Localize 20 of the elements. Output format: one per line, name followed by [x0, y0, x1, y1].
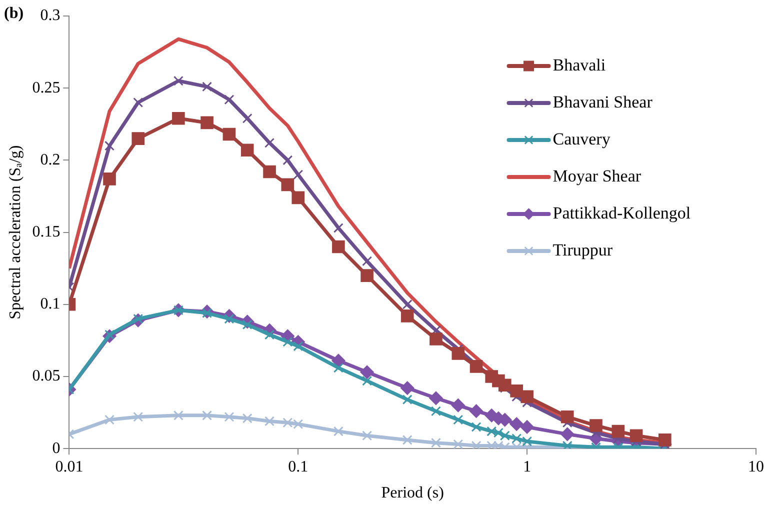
legend-label: Pattikkad-Kollengol: [552, 203, 691, 222]
x-tick-label: 0.1: [288, 458, 308, 476]
legend-label: Bhavali: [552, 55, 606, 74]
legend-label: Cauvery: [552, 129, 611, 148]
x-axis-title: Period (s): [381, 484, 444, 502]
x-tick-label: 0.01: [55, 458, 84, 476]
y-tick-label: 0.2: [40, 151, 60, 168]
y-tick-label: 0.15: [32, 224, 60, 241]
y-tick-label: 0: [52, 440, 60, 457]
y-tick-label: 0.05: [32, 368, 60, 385]
legend-label: Tiruppur: [552, 240, 613, 260]
chart-title: (b): [4, 5, 24, 22]
y-tick-label: 0.1: [40, 296, 60, 313]
y-axis-title: Spectral acceleration (Sₐ/g): [6, 145, 24, 320]
x-tick-label: 10: [748, 458, 764, 476]
x-tick-label: 1: [523, 458, 532, 476]
y-tick-label: 0.25: [32, 79, 60, 96]
y-tick-label: 0.3: [40, 7, 60, 24]
legend-label: Moyar Shear: [552, 166, 642, 186]
legend-label: Bhavani Shear: [552, 92, 653, 112]
